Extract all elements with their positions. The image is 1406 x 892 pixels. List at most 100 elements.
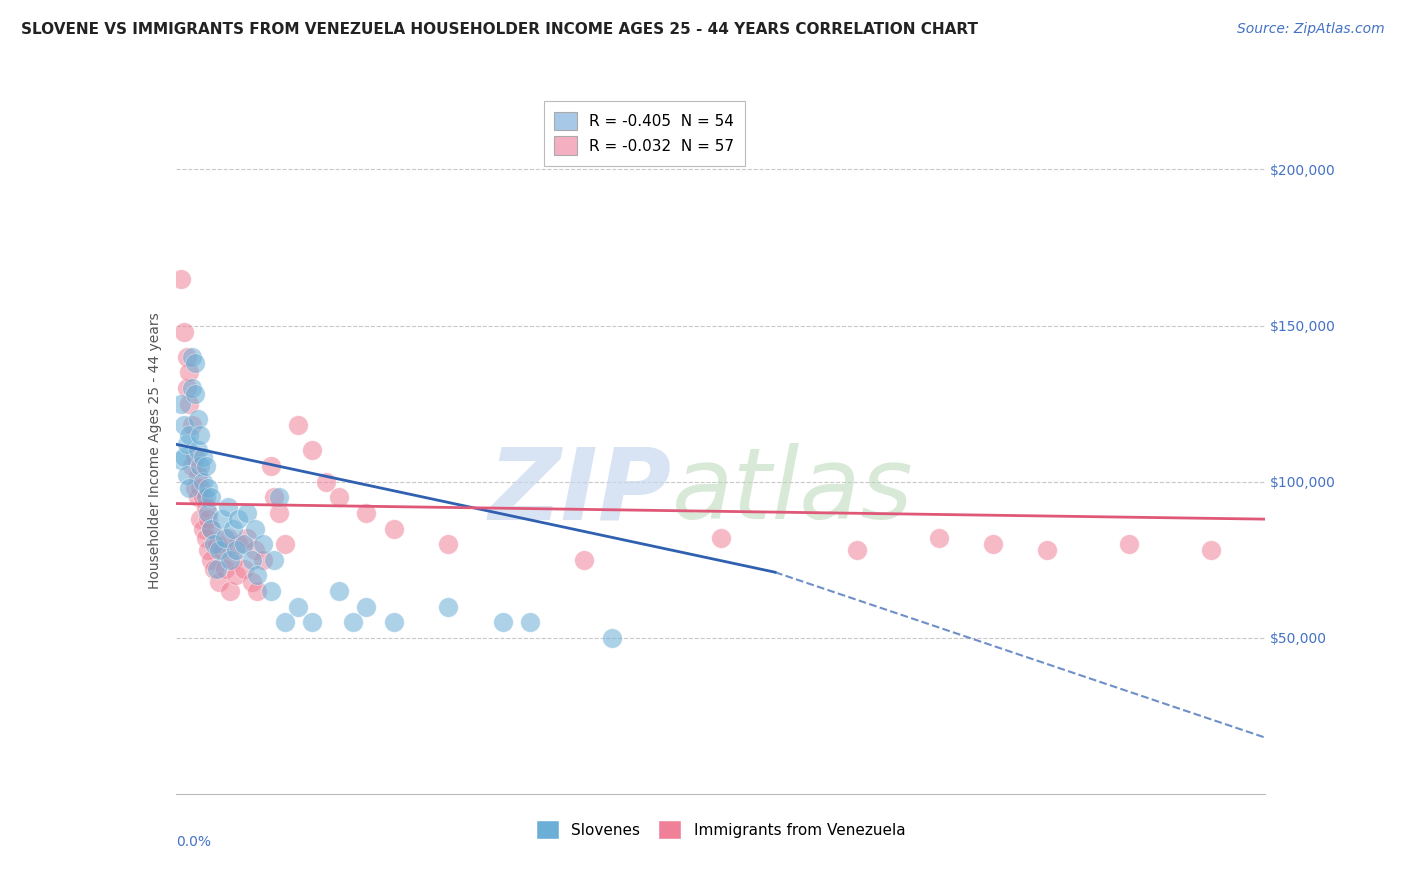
Point xyxy=(176,350,198,364)
Point xyxy=(710,531,733,545)
Point xyxy=(274,615,297,630)
Point xyxy=(274,537,297,551)
Point xyxy=(184,356,207,370)
Point xyxy=(1199,543,1222,558)
Point xyxy=(222,521,245,535)
Point xyxy=(246,568,269,582)
Point xyxy=(208,543,231,558)
Point xyxy=(181,458,204,473)
Point xyxy=(1118,537,1140,551)
Y-axis label: Householder Income Ages 25 - 44 years: Householder Income Ages 25 - 44 years xyxy=(148,312,162,589)
Point xyxy=(845,543,868,558)
Point xyxy=(170,452,193,467)
Point xyxy=(186,412,209,426)
Point xyxy=(188,481,211,495)
Point xyxy=(519,615,541,630)
Point xyxy=(356,506,378,520)
Point xyxy=(600,631,623,645)
Point xyxy=(437,537,460,551)
Point xyxy=(173,418,195,433)
Point xyxy=(315,475,337,489)
Point xyxy=(197,512,219,526)
Text: SLOVENE VS IMMIGRANTS FROM VENEZUELA HOUSEHOLDER INCOME AGES 25 - 44 YEARS CORRE: SLOVENE VS IMMIGRANTS FROM VENEZUELA HOU… xyxy=(21,22,979,37)
Point xyxy=(194,500,217,514)
Point xyxy=(188,427,211,442)
Point xyxy=(194,458,217,473)
Point xyxy=(252,537,274,551)
Point xyxy=(240,574,263,589)
Point xyxy=(202,537,225,551)
Text: ZIP: ZIP xyxy=(488,443,672,541)
Point xyxy=(186,443,209,458)
Text: Source: ZipAtlas.com: Source: ZipAtlas.com xyxy=(1237,22,1385,37)
Point xyxy=(222,552,245,567)
Point xyxy=(328,490,350,504)
Point xyxy=(214,531,236,545)
Point xyxy=(382,615,405,630)
Point xyxy=(205,537,228,551)
Point xyxy=(232,537,254,551)
Point xyxy=(243,543,266,558)
Point xyxy=(186,490,209,504)
Point xyxy=(208,574,231,589)
Point xyxy=(200,521,222,535)
Point xyxy=(287,418,309,433)
Point xyxy=(928,531,950,545)
Point xyxy=(211,512,233,526)
Point xyxy=(184,450,207,464)
Point xyxy=(260,458,283,473)
Point xyxy=(179,396,201,410)
Point xyxy=(243,521,266,535)
Point xyxy=(342,615,364,630)
Point xyxy=(235,506,257,520)
Point xyxy=(194,490,217,504)
Point xyxy=(263,552,285,567)
Point xyxy=(200,521,222,535)
Point xyxy=(225,543,247,558)
Point xyxy=(260,583,283,598)
Point xyxy=(184,387,207,401)
Point xyxy=(197,481,219,495)
Point xyxy=(197,506,219,520)
Point xyxy=(191,475,214,489)
Point xyxy=(188,458,211,473)
Point xyxy=(252,552,274,567)
Point xyxy=(228,512,250,526)
Point xyxy=(200,552,222,567)
Point xyxy=(287,599,309,614)
Legend: Slovenes, Immigrants from Venezuela: Slovenes, Immigrants from Venezuela xyxy=(527,811,914,848)
Point xyxy=(232,562,254,576)
Point xyxy=(179,481,201,495)
Point xyxy=(437,599,460,614)
Point xyxy=(214,562,236,576)
Point xyxy=(181,350,204,364)
Point xyxy=(269,490,291,504)
Point xyxy=(219,552,242,567)
Point xyxy=(181,381,204,395)
Point xyxy=(269,506,291,520)
Point xyxy=(301,443,323,458)
Point xyxy=(217,531,239,545)
Point xyxy=(235,531,257,545)
Point xyxy=(176,381,198,395)
Point xyxy=(211,543,233,558)
Point xyxy=(191,521,214,535)
Point xyxy=(197,543,219,558)
Point xyxy=(179,427,201,442)
Point xyxy=(173,450,195,464)
Point xyxy=(219,583,242,598)
Point xyxy=(184,481,207,495)
Point xyxy=(246,583,269,598)
Point xyxy=(225,568,247,582)
Point xyxy=(176,468,198,483)
Point xyxy=(240,552,263,567)
Point xyxy=(181,418,204,433)
Point xyxy=(186,468,209,483)
Point xyxy=(574,552,596,567)
Point xyxy=(202,562,225,576)
Point xyxy=(217,500,239,514)
Text: atlas: atlas xyxy=(672,443,912,541)
Point xyxy=(194,531,217,545)
Point xyxy=(492,615,515,630)
Point xyxy=(205,562,228,576)
